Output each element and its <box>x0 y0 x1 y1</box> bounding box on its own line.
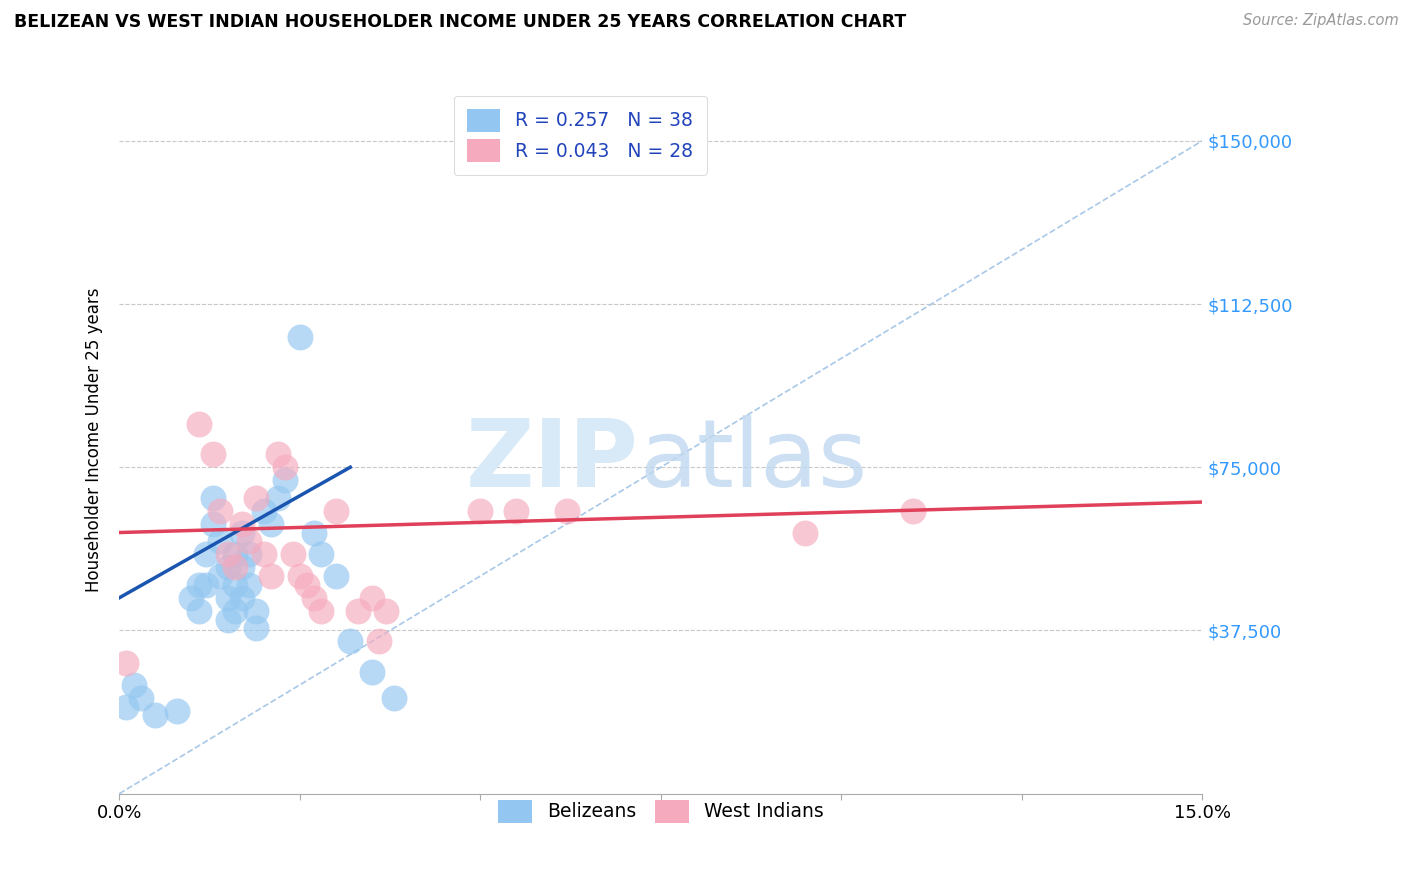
Legend: Belizeans, West Indians: Belizeans, West Indians <box>486 789 835 834</box>
Point <box>238 578 260 592</box>
Point <box>253 547 276 561</box>
Point <box>187 417 209 431</box>
Point <box>253 504 276 518</box>
Point <box>368 634 391 648</box>
Point <box>224 578 246 592</box>
Point <box>231 560 253 574</box>
Point <box>375 604 398 618</box>
Point <box>260 516 283 531</box>
Point <box>295 578 318 592</box>
Point <box>115 699 138 714</box>
Point <box>231 525 253 540</box>
Y-axis label: Householder Income Under 25 years: Householder Income Under 25 years <box>86 288 103 592</box>
Text: BELIZEAN VS WEST INDIAN HOUSEHOLDER INCOME UNDER 25 YEARS CORRELATION CHART: BELIZEAN VS WEST INDIAN HOUSEHOLDER INCO… <box>14 13 907 31</box>
Point <box>325 504 347 518</box>
Point <box>202 516 225 531</box>
Point <box>302 591 325 605</box>
Point <box>202 491 225 505</box>
Point <box>180 591 202 605</box>
Point <box>382 690 405 705</box>
Point <box>555 504 578 518</box>
Point <box>470 504 492 518</box>
Point <box>129 690 152 705</box>
Point <box>260 569 283 583</box>
Point <box>194 578 217 592</box>
Point <box>361 665 384 679</box>
Point <box>339 634 361 648</box>
Point <box>238 534 260 549</box>
Point <box>194 547 217 561</box>
Text: atlas: atlas <box>640 416 868 508</box>
Point <box>281 547 304 561</box>
Point <box>145 708 167 723</box>
Point <box>115 656 138 670</box>
Point <box>122 678 145 692</box>
Point <box>245 604 267 618</box>
Point <box>187 578 209 592</box>
Point <box>217 591 239 605</box>
Point <box>311 604 333 618</box>
Point <box>238 547 260 561</box>
Point <box>794 525 817 540</box>
Point <box>209 534 232 549</box>
Point <box>217 547 239 561</box>
Point <box>302 525 325 540</box>
Point <box>325 569 347 583</box>
Point <box>217 613 239 627</box>
Point <box>224 547 246 561</box>
Point <box>274 473 297 487</box>
Point <box>311 547 333 561</box>
Text: ZIP: ZIP <box>467 416 640 508</box>
Point <box>245 491 267 505</box>
Text: Source: ZipAtlas.com: Source: ZipAtlas.com <box>1243 13 1399 29</box>
Point <box>209 504 232 518</box>
Point <box>267 447 290 461</box>
Point <box>224 604 246 618</box>
Point <box>903 504 925 518</box>
Point <box>288 329 311 343</box>
Point <box>217 560 239 574</box>
Point <box>267 491 290 505</box>
Point <box>231 591 253 605</box>
Point <box>346 604 368 618</box>
Point <box>505 504 527 518</box>
Point <box>187 604 209 618</box>
Point <box>202 447 225 461</box>
Point <box>245 621 267 635</box>
Point <box>288 569 311 583</box>
Point <box>231 516 253 531</box>
Point <box>209 569 232 583</box>
Point <box>224 560 246 574</box>
Point <box>166 704 188 718</box>
Point <box>274 460 297 475</box>
Point <box>361 591 384 605</box>
